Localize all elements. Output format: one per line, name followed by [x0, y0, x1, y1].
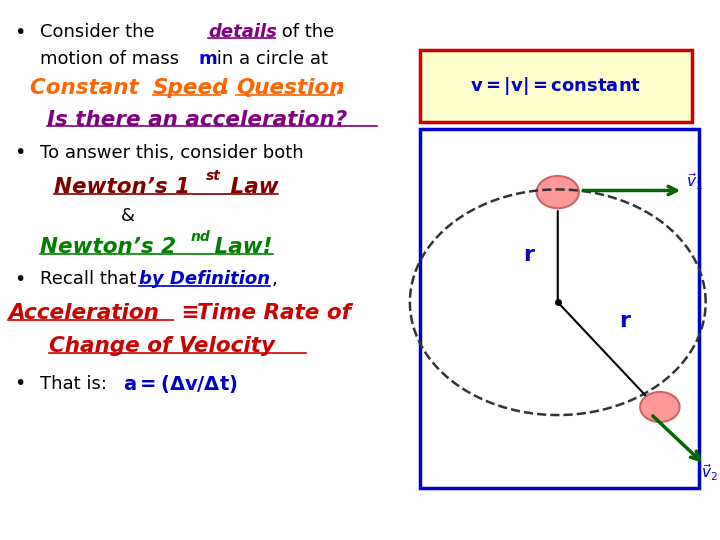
- Text: That is:: That is:: [40, 375, 119, 393]
- Text: •: •: [14, 144, 25, 163]
- Text: r: r: [523, 245, 534, 265]
- Text: ,: ,: [271, 270, 277, 288]
- Circle shape: [640, 392, 680, 422]
- Text: of the: of the: [276, 23, 334, 41]
- Text: Recall that: Recall that: [40, 270, 143, 288]
- Text: .: .: [222, 78, 238, 98]
- Text: •: •: [14, 374, 25, 394]
- Text: Is there an acceleration?: Is there an acceleration?: [48, 110, 348, 130]
- Text: $\mathbf{v = |v| = constant}$: $\mathbf{v = |v| = constant}$: [470, 75, 642, 97]
- Text: •: •: [14, 269, 25, 289]
- Text: Acceleration: Acceleration: [9, 303, 159, 323]
- Text: Change of Velocity: Change of Velocity: [49, 336, 275, 356]
- Text: st: st: [207, 169, 221, 183]
- Text: motion of mass: motion of mass: [40, 50, 185, 68]
- Text: $\vec{v}_1$: $\vec{v}_1$: [686, 171, 703, 192]
- Text: Consider the: Consider the: [40, 23, 161, 41]
- Text: details: details: [209, 23, 277, 41]
- Text: nd: nd: [190, 230, 210, 244]
- Text: Law: Law: [223, 177, 279, 197]
- Text: $\mathbf{a = (\Delta v/\Delta t)}$: $\mathbf{a = (\Delta v/\Delta t)}$: [123, 373, 238, 395]
- Text: r: r: [619, 311, 630, 331]
- Text: by Definition: by Definition: [140, 270, 271, 288]
- FancyBboxPatch shape: [420, 129, 698, 488]
- Text: To answer this, consider both: To answer this, consider both: [40, 144, 304, 162]
- Text: &: &: [121, 207, 135, 225]
- Text: Time Rate of: Time Rate of: [197, 303, 351, 323]
- Text: $\vec{v}_2$: $\vec{v}_2$: [701, 462, 718, 483]
- Text: Law!: Law!: [207, 238, 272, 258]
- Text: Newton’s 1: Newton’s 1: [54, 177, 190, 197]
- Text: :: :: [336, 78, 344, 98]
- Text: m: m: [199, 50, 217, 68]
- Text: in a circle at: in a circle at: [210, 50, 328, 68]
- Text: •: •: [14, 23, 25, 42]
- Text: Newton’s 2: Newton’s 2: [40, 238, 176, 258]
- FancyBboxPatch shape: [420, 50, 692, 122]
- Text: Question: Question: [236, 78, 344, 98]
- Circle shape: [536, 176, 579, 208]
- Text: Constant: Constant: [30, 78, 146, 98]
- Text: ≡: ≡: [174, 303, 207, 323]
- Text: Speed: Speed: [153, 78, 228, 98]
